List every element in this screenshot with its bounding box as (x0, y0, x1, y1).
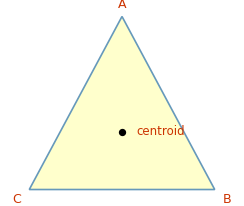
Polygon shape (29, 16, 215, 190)
Text: centroid: centroid (137, 125, 185, 138)
Text: C: C (13, 193, 21, 206)
Text: B: B (223, 193, 231, 206)
Text: A: A (118, 0, 126, 11)
